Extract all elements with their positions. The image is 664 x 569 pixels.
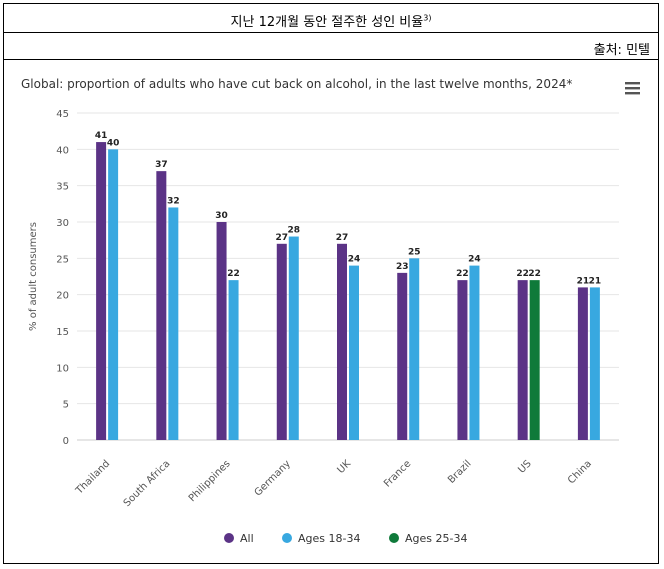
y-tick-label: 15 [56, 327, 69, 338]
bar[interactable] [276, 243, 287, 440]
y-tick-label: 20 [56, 291, 69, 302]
data-label: 21 [577, 276, 590, 286]
bar[interactable] [397, 272, 408, 440]
data-label: 22 [227, 269, 240, 279]
hamburger-menu-icon[interactable] [625, 82, 640, 95]
bar[interactable] [168, 207, 179, 440]
data-label: 27 [336, 233, 349, 243]
data-label: 41 [95, 131, 108, 141]
data-label: 22 [456, 269, 469, 279]
bar[interactable] [337, 243, 347, 440]
title-footnote-marker: 3) [423, 14, 432, 23]
legend-label[interactable]: All [240, 532, 254, 545]
x-tick-label: Thailand [73, 458, 112, 497]
data-label: 23 [396, 262, 409, 272]
bar[interactable] [96, 142, 107, 441]
legend-marker[interactable] [389, 533, 399, 543]
x-tick-label: Brazil [446, 458, 474, 486]
data-label: 25 [408, 247, 421, 257]
y-tick-label: 10 [56, 363, 69, 374]
y-axis-label: % of adult consumers [28, 222, 39, 331]
data-label: 27 [276, 233, 289, 243]
bar-chart: Global: proportion of adults who have cu… [21, 77, 640, 545]
x-tick-label: Germany [253, 458, 293, 498]
chart-container: Global: proportion of adults who have cu… [4, 60, 658, 563]
data-label: 22 [528, 269, 541, 279]
figure-title: 지난 12개월 동안 절주한 성인 비율3) [230, 14, 432, 31]
data-label: 24 [468, 255, 481, 265]
x-tick-label: China [566, 458, 594, 486]
bar[interactable] [457, 280, 468, 440]
bar[interactable] [156, 171, 167, 440]
data-label: 24 [348, 255, 361, 265]
legend-label[interactable]: Ages 25-34 [405, 532, 467, 545]
y-tick-label: 40 [56, 145, 69, 156]
y-tick-label: 45 [56, 109, 69, 120]
data-label: 22 [516, 269, 529, 279]
y-tick-label: 30 [56, 218, 69, 229]
source-label: 출처: 민텔 [593, 43, 650, 58]
x-tick-label: US [516, 458, 533, 475]
bar[interactable] [409, 258, 420, 440]
bar[interactable] [349, 265, 359, 440]
bar[interactable] [577, 287, 588, 440]
source-row: 출처: 민텔 [4, 33, 658, 60]
bar[interactable] [288, 236, 299, 440]
y-tick-label: 5 [63, 400, 69, 411]
y-tick-label: 35 [56, 182, 69, 193]
legend-marker[interactable] [224, 533, 234, 543]
bar[interactable] [529, 280, 540, 440]
data-label: 30 [215, 211, 228, 221]
data-label: 32 [167, 196, 180, 206]
figure-frame: 지난 12개월 동안 절주한 성인 비율3) 출처: 민텔 Global: pr… [3, 3, 659, 564]
y-tick-label: 0 [63, 436, 69, 447]
x-tick-label: UK [336, 458, 354, 476]
bar[interactable] [469, 265, 480, 440]
legend-marker[interactable] [282, 533, 292, 543]
bar[interactable] [228, 280, 239, 440]
bar[interactable] [108, 149, 119, 440]
bar[interactable] [517, 280, 528, 440]
data-label: 21 [589, 276, 602, 286]
data-label: 40 [107, 138, 120, 148]
x-tick-label: Philippines [187, 458, 233, 504]
y-tick-label: 25 [56, 254, 69, 265]
legend-label[interactable]: Ages 18-34 [298, 532, 360, 545]
chart-title: Global: proportion of adults who have cu… [21, 77, 572, 91]
x-tick-label: France [382, 458, 413, 489]
data-label: 28 [288, 226, 301, 236]
x-tick-label: South Africa [122, 458, 173, 509]
data-label: 37 [155, 160, 168, 170]
bar[interactable] [589, 287, 600, 440]
figure-title-row: 지난 12개월 동안 절주한 성인 비율3) [4, 4, 658, 33]
bar[interactable] [216, 222, 227, 440]
